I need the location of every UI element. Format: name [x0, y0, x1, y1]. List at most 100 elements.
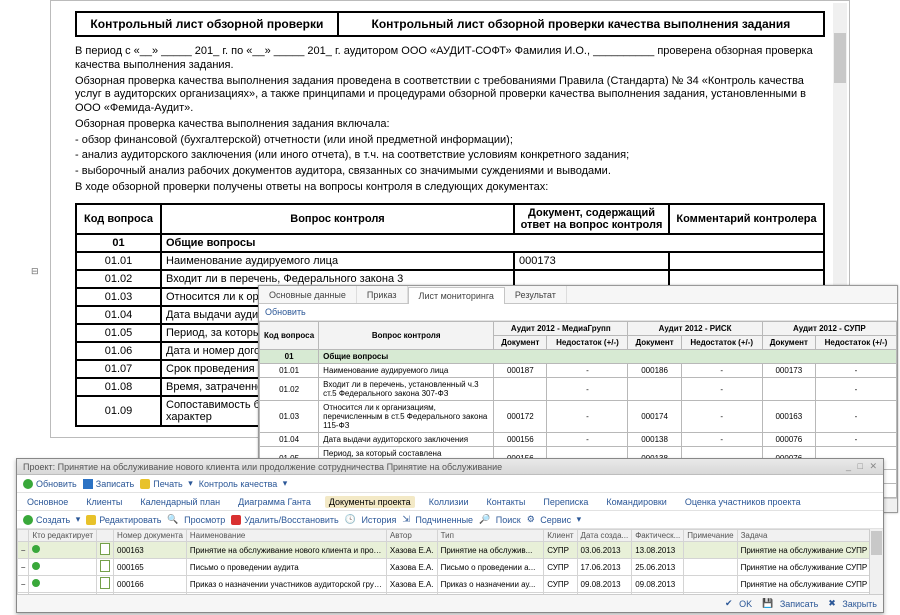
project-tab[interactable]: Командировки	[602, 496, 670, 508]
project-col-header[interactable]: Дата созда...	[577, 530, 632, 542]
mon-row[interactable]: 01Общие вопросы	[260, 350, 897, 364]
doc-b1: - обзор финансовой (бухгалтерской) отчет…	[75, 134, 825, 148]
mon-group-1: Аудит 2012 - МедиаГрупп	[494, 322, 628, 336]
page-collapse-marker[interactable]: ⊟	[31, 266, 39, 277]
row-expand-icon[interactable]	[18, 559, 29, 576]
print-button[interactable]: Печать ▾	[140, 478, 193, 489]
project-col-header[interactable]	[97, 530, 114, 542]
project-col-header[interactable]: Кто редактирует	[29, 530, 97, 542]
close-icon[interactable]: ✕	[869, 461, 877, 471]
maximize-icon[interactable]: □	[858, 461, 863, 471]
project-tab[interactable]: Контакты	[482, 496, 529, 508]
project-col-header[interactable]: Тип	[437, 530, 544, 542]
project-col-header[interactable]: Клиент	[544, 530, 577, 542]
create-button[interactable]: Создать ▾	[23, 514, 80, 525]
doc-p4: В ходе обзорной проверки получены ответы…	[75, 181, 825, 195]
project-tab[interactable]: Переписка	[539, 496, 592, 508]
project-titlebar: Проект: Принятие на обслуживание нового …	[17, 459, 883, 475]
project-row[interactable]: 000166 Приказ о назначении участников ау…	[18, 576, 884, 593]
doc-row: 01.01Наименование аудируемого лица000173	[76, 252, 824, 270]
project-row[interactable]: 000165 Письмо о проведении аудита Хазова…	[18, 559, 884, 576]
history-button[interactable]: 🕓 История	[345, 514, 397, 525]
project-col-header[interactable]	[18, 530, 29, 542]
doc-col-question: Вопрос контроля	[161, 204, 514, 234]
doc-icon	[97, 542, 114, 559]
mon-row[interactable]: 01.03Относится ли к организациям, перечи…	[260, 401, 897, 433]
project-footer: ✔ OK 💾 Записать ✖ Закрыть	[17, 594, 883, 612]
window-controls: _ □ ✕	[842, 461, 877, 472]
status-icon	[32, 563, 40, 572]
monitoring-tab[interactable]: Лист мониторинга	[408, 287, 505, 304]
mon-row[interactable]: 01.02Входит ли в перечень, установленный…	[260, 378, 897, 401]
mon-col-doc1: Документ	[494, 336, 547, 350]
doc-col-code: Код вопроса	[76, 204, 161, 234]
find-button[interactable]: 🔎 Поиск	[479, 514, 521, 525]
project-grid: Кто редактирует Номер документаНаименован…	[17, 529, 883, 594]
project-col-header[interactable]: Задача	[737, 530, 883, 542]
project-col-header[interactable]: Наименование	[186, 530, 386, 542]
doc-b2: - анализ аудиторского заключения (или ин…	[75, 149, 825, 163]
doc-p2: Обзорная проверка качества выполнения за…	[75, 75, 825, 116]
project-row[interactable]: 000163 Принятие на обслуживание нового к…	[18, 542, 884, 559]
footer-close-button[interactable]: ✖ Закрыть	[828, 598, 877, 609]
row-expand-icon[interactable]	[18, 576, 29, 593]
doc-col-comment: Комментарий контролера	[669, 204, 824, 234]
mon-col-doc3: Документ	[762, 336, 815, 350]
project-tab[interactable]: Коллизии	[425, 496, 473, 508]
view-button[interactable]: 🔍 Просмотр	[167, 514, 225, 525]
row-expand-icon[interactable]	[18, 593, 29, 595]
project-tabs: Основное Клиенты Календарный план Диаграмма…	[17, 493, 883, 511]
delete-button[interactable]: Удалить/Восстановить	[231, 515, 339, 525]
project-toolbar-main: Обновить Записать Печать ▾ Контроль каче…	[17, 475, 883, 493]
mon-row[interactable]: 01.01Наименование аудируемого лица 00018…	[260, 364, 897, 378]
mon-group-3: Аудит 2012 - СУПР	[762, 322, 896, 336]
update-button[interactable]: Обновить	[23, 479, 77, 489]
project-tab[interactable]: Основное	[23, 496, 72, 508]
doc-icon	[97, 559, 114, 576]
quality-button[interactable]: Контроль качества ▾	[199, 478, 288, 489]
ok-button[interactable]: ✔ OK	[725, 598, 752, 609]
doc-head-right: Контрольный лист обзорной проверки качес…	[338, 12, 824, 36]
subordinate-button[interactable]: ⇲ Подчиненные	[402, 514, 473, 525]
mon-col-miss3: Недостаток (+/-)	[815, 336, 896, 350]
doc-p1: В период с «__» _____ 201_ г. по «__» __…	[75, 45, 825, 73]
project-title-text: Проект: Принятие на обслуживание нового …	[23, 462, 502, 472]
project-grid-wrapper: Кто редактирует Номер документаНаименован…	[17, 529, 883, 594]
save-button[interactable]: Записать	[83, 479, 134, 489]
row-expand-icon[interactable]	[18, 542, 29, 559]
project-tab[interactable]: Клиенты	[82, 496, 126, 508]
project-col-header[interactable]: Номер документа	[114, 530, 187, 542]
mon-col-miss1: Недостаток (+/-)	[547, 336, 628, 350]
footer-save-button[interactable]: 💾 Записать	[762, 598, 818, 609]
project-tab[interactable]: Оценка участников проекта	[681, 496, 805, 508]
document-body: В период с «__» _____ 201_ г. по «__» __…	[75, 45, 825, 195]
monitoring-tab[interactable]: Основные данные	[259, 286, 357, 303]
doc-icon	[97, 576, 114, 593]
status-icon	[32, 580, 40, 589]
mon-col-doc2: Документ	[628, 336, 681, 350]
mon-row[interactable]: 01.04Дата выдачи аудиторского заключения…	[260, 433, 897, 447]
doc-head-left: Контрольный лист обзорной проверки	[76, 12, 338, 36]
doc-icon	[97, 593, 114, 595]
project-col-header[interactable]: Примечание	[684, 530, 737, 542]
project-tab[interactable]: Документы проекта	[325, 496, 415, 508]
doc-col-doc: Документ, содержащий ответ на вопрос кон…	[514, 204, 669, 234]
document-title-table: Контрольный лист обзорной проверки Контр…	[75, 11, 825, 37]
monitoring-tab[interactable]: Приказ	[357, 286, 408, 303]
project-tab[interactable]: Календарный план	[136, 496, 224, 508]
service-button[interactable]: ⚙ Сервис ▾	[527, 514, 581, 525]
project-tab[interactable]: Диаграмма Ганта	[234, 496, 315, 508]
minimize-icon[interactable]: _	[846, 461, 851, 471]
project-window: Проект: Принятие на обслуживание нового …	[16, 458, 884, 613]
monitoring-tabs: Основные данныеПриказЛист мониторингаРез…	[259, 286, 897, 304]
edit-button[interactable]: Редактировать	[86, 515, 161, 525]
mon-col-question: Вопрос контроля	[319, 322, 494, 350]
project-toolbar-grid: Создать ▾ Редактировать 🔍 Просмотр Удали…	[17, 511, 883, 529]
project-col-header[interactable]: Фактическ...	[632, 530, 684, 542]
mon-col-miss2: Недостаток (+/-)	[681, 336, 762, 350]
project-row[interactable]: 000167 Письмо аудируемому лицу о составе…	[18, 593, 884, 595]
project-col-header[interactable]: Автор	[386, 530, 437, 542]
project-v-scrollbar[interactable]	[869, 529, 883, 594]
monitoring-tab[interactable]: Результат	[505, 286, 567, 303]
refresh-button[interactable]: Обновить	[259, 304, 897, 321]
